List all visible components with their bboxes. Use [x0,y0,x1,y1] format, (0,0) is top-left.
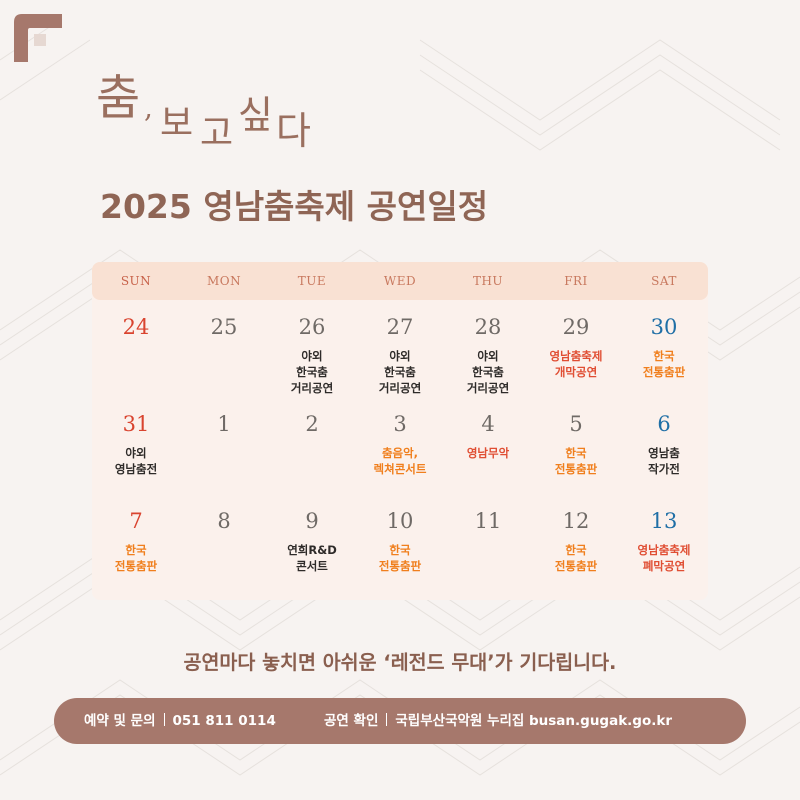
event-label: 영남춤축제 개막공연 [549,349,603,379]
page-title: 2025 영남춤축제 공연일정 [100,187,489,226]
day-number: 1 [217,412,231,436]
day-number: 4 [481,412,495,436]
calendar-day-cell: 8 [180,500,268,597]
day-number: 11 [474,509,502,533]
calendar-day-cell: 29 영남춤축제 개막공연 [532,306,620,403]
event-label: 춤음악, 렉쳐콘서트 [373,446,427,476]
weekday-mon: MON [206,274,242,288]
weekday-sat: SAT [651,274,677,288]
calendar-day-cell: 4 영남무악 [444,403,532,500]
script-title-char: 다 [276,109,311,153]
weekday-tue: TUE [297,274,327,288]
event-label: 야외 한국춤 거리공연 [378,349,422,395]
weekday-thu: THU [472,274,504,288]
day-number: 29 [562,315,590,339]
divider [163,713,165,726]
day-number: 10 [386,509,414,533]
calendar-day-cell: 13 영남춤축제 폐막공연 [620,500,708,597]
calendar-day-cell: 6 영남춤 작가전 [620,403,708,500]
calendar-day-cell: 12 한국 전통춤판 [532,500,620,597]
day-number: 6 [657,412,671,436]
script-title-char: 춤 [96,70,141,126]
weekday-sun: SUN [120,274,152,288]
calendar-day-cell: 25 [180,306,268,403]
event-label: 한국 전통춤판 [114,543,158,573]
event-calendar: SUN MON TUE WED THU FRI SAT 24 25 26 야외 한… [92,262,708,600]
website-link[interactable]: 국립부산국악원 누리집 busan.gugak.go.kr [395,713,673,729]
day-number: 12 [562,509,590,533]
calendar-day-cell: 28 야외 한국춤 거리공연 [444,306,532,403]
calendar-day-cell: 31 야외 영남춤전 [92,403,180,500]
weekday-header: SUN MON TUE WED THU FRI SAT [92,262,708,300]
day-number: 8 [217,509,231,533]
event-label: 야외 한국춤 거리공연 [290,349,334,395]
tagline: 공연마다 놓치면 아쉬운 ‘레전드 무대’가 기다립니다. [183,651,617,674]
event-label: 한국 전통춤판 [554,446,598,476]
day-number: 25 [210,315,238,339]
performance-check-group: 공연 확인 국립부산국악원 누리집 busan.gugak.go.kr [324,698,672,744]
event-label: 한국 전통춤판 [642,349,686,379]
day-number: 9 [305,509,319,533]
calendar-day-cell: 30 한국 전통춤판 [620,306,708,403]
event-label: 영남춤 작가전 [648,446,680,476]
calendar-day-cell: 26 야외 한국춤 거리공연 [268,306,356,403]
calendar-day-cell: 2 [268,403,356,500]
day-number: 3 [393,412,407,436]
day-number: 2 [305,412,319,436]
contact-footer-bar: 예약 및 문의 051 811 0114 공연 확인 국립부산국악원 누리집 bus… [54,698,746,744]
calendar-day-cell: 10 한국 전통춤판 [356,500,444,597]
event-label: 야외 한국춤 거리공연 [466,349,510,395]
event-label: 연희R&D 콘서트 [287,543,337,573]
event-label: 한국 전통춤판 [554,543,598,573]
weekday-wed: WED [383,274,417,288]
script-title-char: 고 [200,113,234,154]
calendar-day-cell: 9 연희R&D 콘서트 [268,500,356,597]
event-label: 야외 영남춤전 [114,446,158,476]
inquiry-group: 예약 및 문의 051 811 0114 [84,698,276,744]
day-number: 30 [650,315,678,339]
calendar-grid: 24 25 26 야외 한국춤 거리공연 27 야외 한국춤 거리공연 28 야외 한… [92,306,708,597]
inquiry-label: 예약 및 문의 [84,713,156,729]
weekday-fri: FRI [564,274,588,288]
calendar-day-cell: 3 춤음악, 렉쳐콘서트 [356,403,444,500]
day-number: 13 [650,509,678,533]
script-title: 춤 , 보 고 싶 다 [96,72,396,172]
calendar-day-cell: 27 야외 한국춤 거리공연 [356,306,444,403]
phone-number[interactable]: 051 811 0114 [172,713,276,729]
day-number: 7 [129,509,143,533]
calendar-day-cell: 7 한국 전통춤판 [92,500,180,597]
day-number: 31 [122,412,150,436]
day-number: 26 [298,315,326,339]
calendar-day-cell: 1 [180,403,268,500]
calendar-day-cell: 24 [92,306,180,403]
corner-logo-mark [14,14,62,62]
divider [386,713,388,726]
day-number: 5 [569,412,583,436]
calendar-day-cell: 11 [444,500,532,597]
calendar-day-cell: 5 한국 전통춤판 [532,403,620,500]
event-label: 영남춤축제 폐막공연 [637,543,691,573]
script-title-comma: , [144,91,153,124]
event-label: 영남무악 [466,446,510,460]
day-number: 24 [122,315,150,339]
script-title-char: 보 [160,103,194,144]
day-number: 28 [474,315,502,339]
event-label: 한국 전통춤판 [378,543,422,573]
day-number: 27 [386,315,414,339]
script-title-char: 싶 [238,93,273,137]
check-label: 공연 확인 [324,713,379,729]
